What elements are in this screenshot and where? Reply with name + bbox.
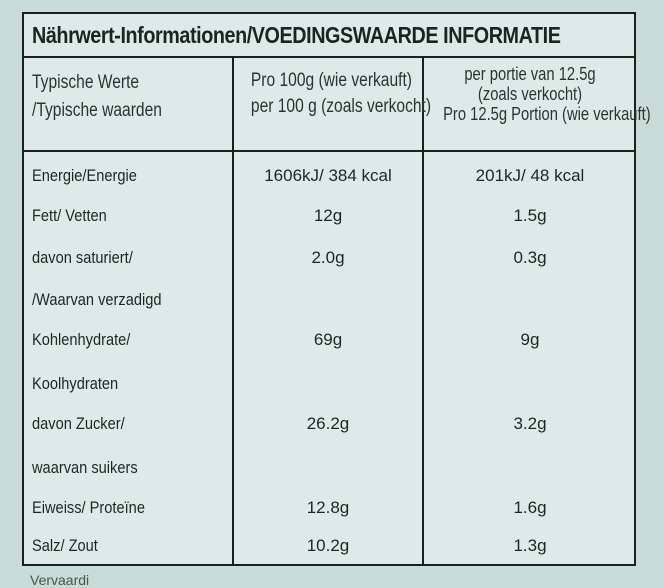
column-divider — [232, 58, 234, 564]
value-per-portion: 201kJ/ 48 kcal — [475, 166, 585, 185]
row-label: Eiweiss/ Proteïne — [32, 498, 163, 518]
row-label-text: Energie/Energie — [32, 166, 137, 185]
row-label-text: Fett/ Vetten — [32, 206, 107, 225]
nutrition-title: Nährwert-Informationen/VOEDINGSWAARDE IN… — [24, 14, 634, 58]
value-per-100g: 10.2g — [306, 536, 350, 555]
value-per-portion: 1.3g — [513, 536, 547, 555]
value-per-100g: 12.8g — [306, 498, 350, 517]
row-label-text: Kohlenhydrate/ — [32, 330, 131, 349]
footer-text: Vervaardi — [30, 572, 90, 588]
row-label: Salz/ Zout — [32, 536, 109, 556]
value-per-portion: 1.6g — [513, 498, 547, 517]
row-label-text: Koolhydraten — [32, 374, 119, 393]
header-col-typical: Typische Werte /Typische waarden — [32, 72, 190, 122]
row-label-text: Salz/ Zout — [32, 536, 98, 555]
value-per-100g: 2.0g — [311, 248, 345, 267]
header-col2-line1: Pro 100g (wie verkauft) — [250, 70, 412, 91]
row-label: davon saturiert/ — [32, 248, 149, 268]
value-per-portion: 1.5g — [513, 206, 547, 225]
header-col3-line2: (zoals verkocht) — [477, 84, 583, 104]
column-divider — [422, 58, 424, 564]
header-col1-line2: /Typische waarden — [32, 100, 162, 121]
row-label: Energie/Energie — [32, 166, 154, 186]
row-label-text: Eiweiss/ Proteïne — [32, 498, 145, 517]
value-per-100g: 69g — [313, 330, 343, 349]
value-per-portion: 0.3g — [513, 248, 547, 267]
value-per-portion: 9g — [520, 330, 540, 349]
row-label: Kohlenhydrate/ — [32, 330, 146, 350]
nutrition-table: Typische Werte /Typische waarden Pro 100… — [24, 58, 651, 564]
row-label: /Waarvan verzadigd — [32, 290, 183, 310]
header-col1-line1: Typische Werte — [32, 72, 140, 93]
row-label-text: waarvan suikers — [32, 458, 138, 477]
nutrition-panel: Nährwert-Informationen/VOEDINGSWAARDE IN… — [22, 12, 651, 566]
value-per-100g: 26.2g — [306, 414, 350, 433]
header-col3-line1: per portie van 12.5g — [464, 64, 596, 84]
row-label-text: /Waarvan verzadigd — [32, 290, 162, 309]
row-label: waarvan suikers — [32, 458, 155, 478]
title-text: Nährwert-Informationen/VOEDINGSWAARDE IN… — [32, 21, 561, 48]
header-col2-line2: per 100 g (zoals verkocht) — [250, 96, 432, 117]
header-col3-line3: Pro 12.5g Portion (wie verkauft) — [443, 104, 651, 124]
value-per-100g: 1606kJ/ 384 kcal — [264, 166, 392, 185]
header-col-per100: Pro 100g (wie verkauft) per 100 g (zoals… — [234, 70, 432, 118]
header-col-portion: per portie van 12.5g (zoals verkocht) Pr… — [424, 64, 651, 124]
row-label-text: davon Zucker/ — [32, 414, 125, 433]
value-per-portion: 3.2g — [513, 414, 547, 433]
value-per-100g: 12g — [313, 206, 343, 225]
row-label-text: davon saturiert/ — [32, 248, 133, 267]
row-label: Koolhydraten — [32, 374, 132, 394]
row-label: Fett/ Vetten — [32, 206, 119, 226]
header-divider — [24, 150, 634, 152]
row-label: davon Zucker/ — [32, 414, 140, 434]
